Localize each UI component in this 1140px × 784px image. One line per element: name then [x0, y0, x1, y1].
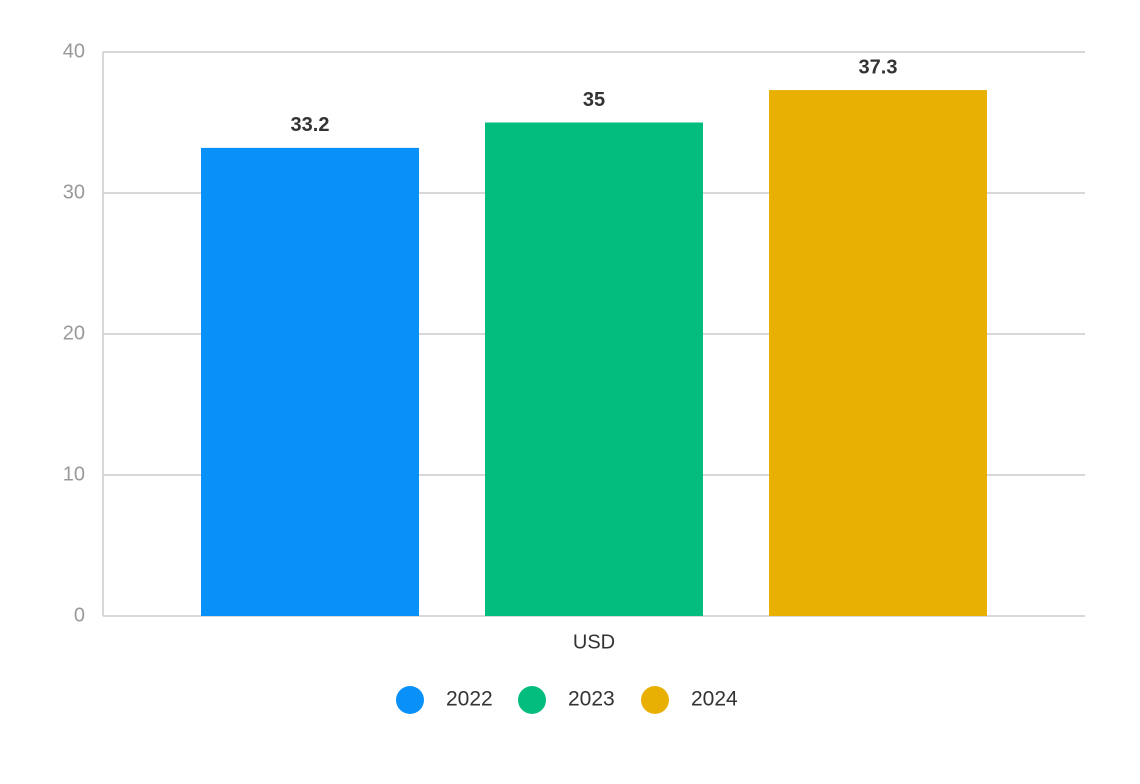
bar: [201, 147, 419, 616]
legend-label: 2022: [446, 688, 493, 711]
y-tick-label: 20: [63, 322, 85, 344]
bar: [485, 122, 703, 616]
y-tick-label: 30: [63, 181, 85, 203]
bar: [769, 90, 987, 616]
legend-marker: [396, 686, 424, 714]
value-label: 33.2: [291, 114, 330, 136]
x-tick-label: USD: [573, 631, 615, 653]
legend-label: 2024: [691, 688, 738, 711]
legend-marker: [518, 686, 546, 714]
y-tick-label: 10: [63, 463, 85, 485]
value-label: 35: [583, 89, 605, 111]
legend-marker: [641, 686, 669, 714]
legend-label: 2023: [568, 688, 615, 711]
y-tick-label: 40: [63, 40, 85, 62]
value-label: 37.3: [859, 56, 898, 78]
y-tick-label: 0: [74, 604, 85, 626]
